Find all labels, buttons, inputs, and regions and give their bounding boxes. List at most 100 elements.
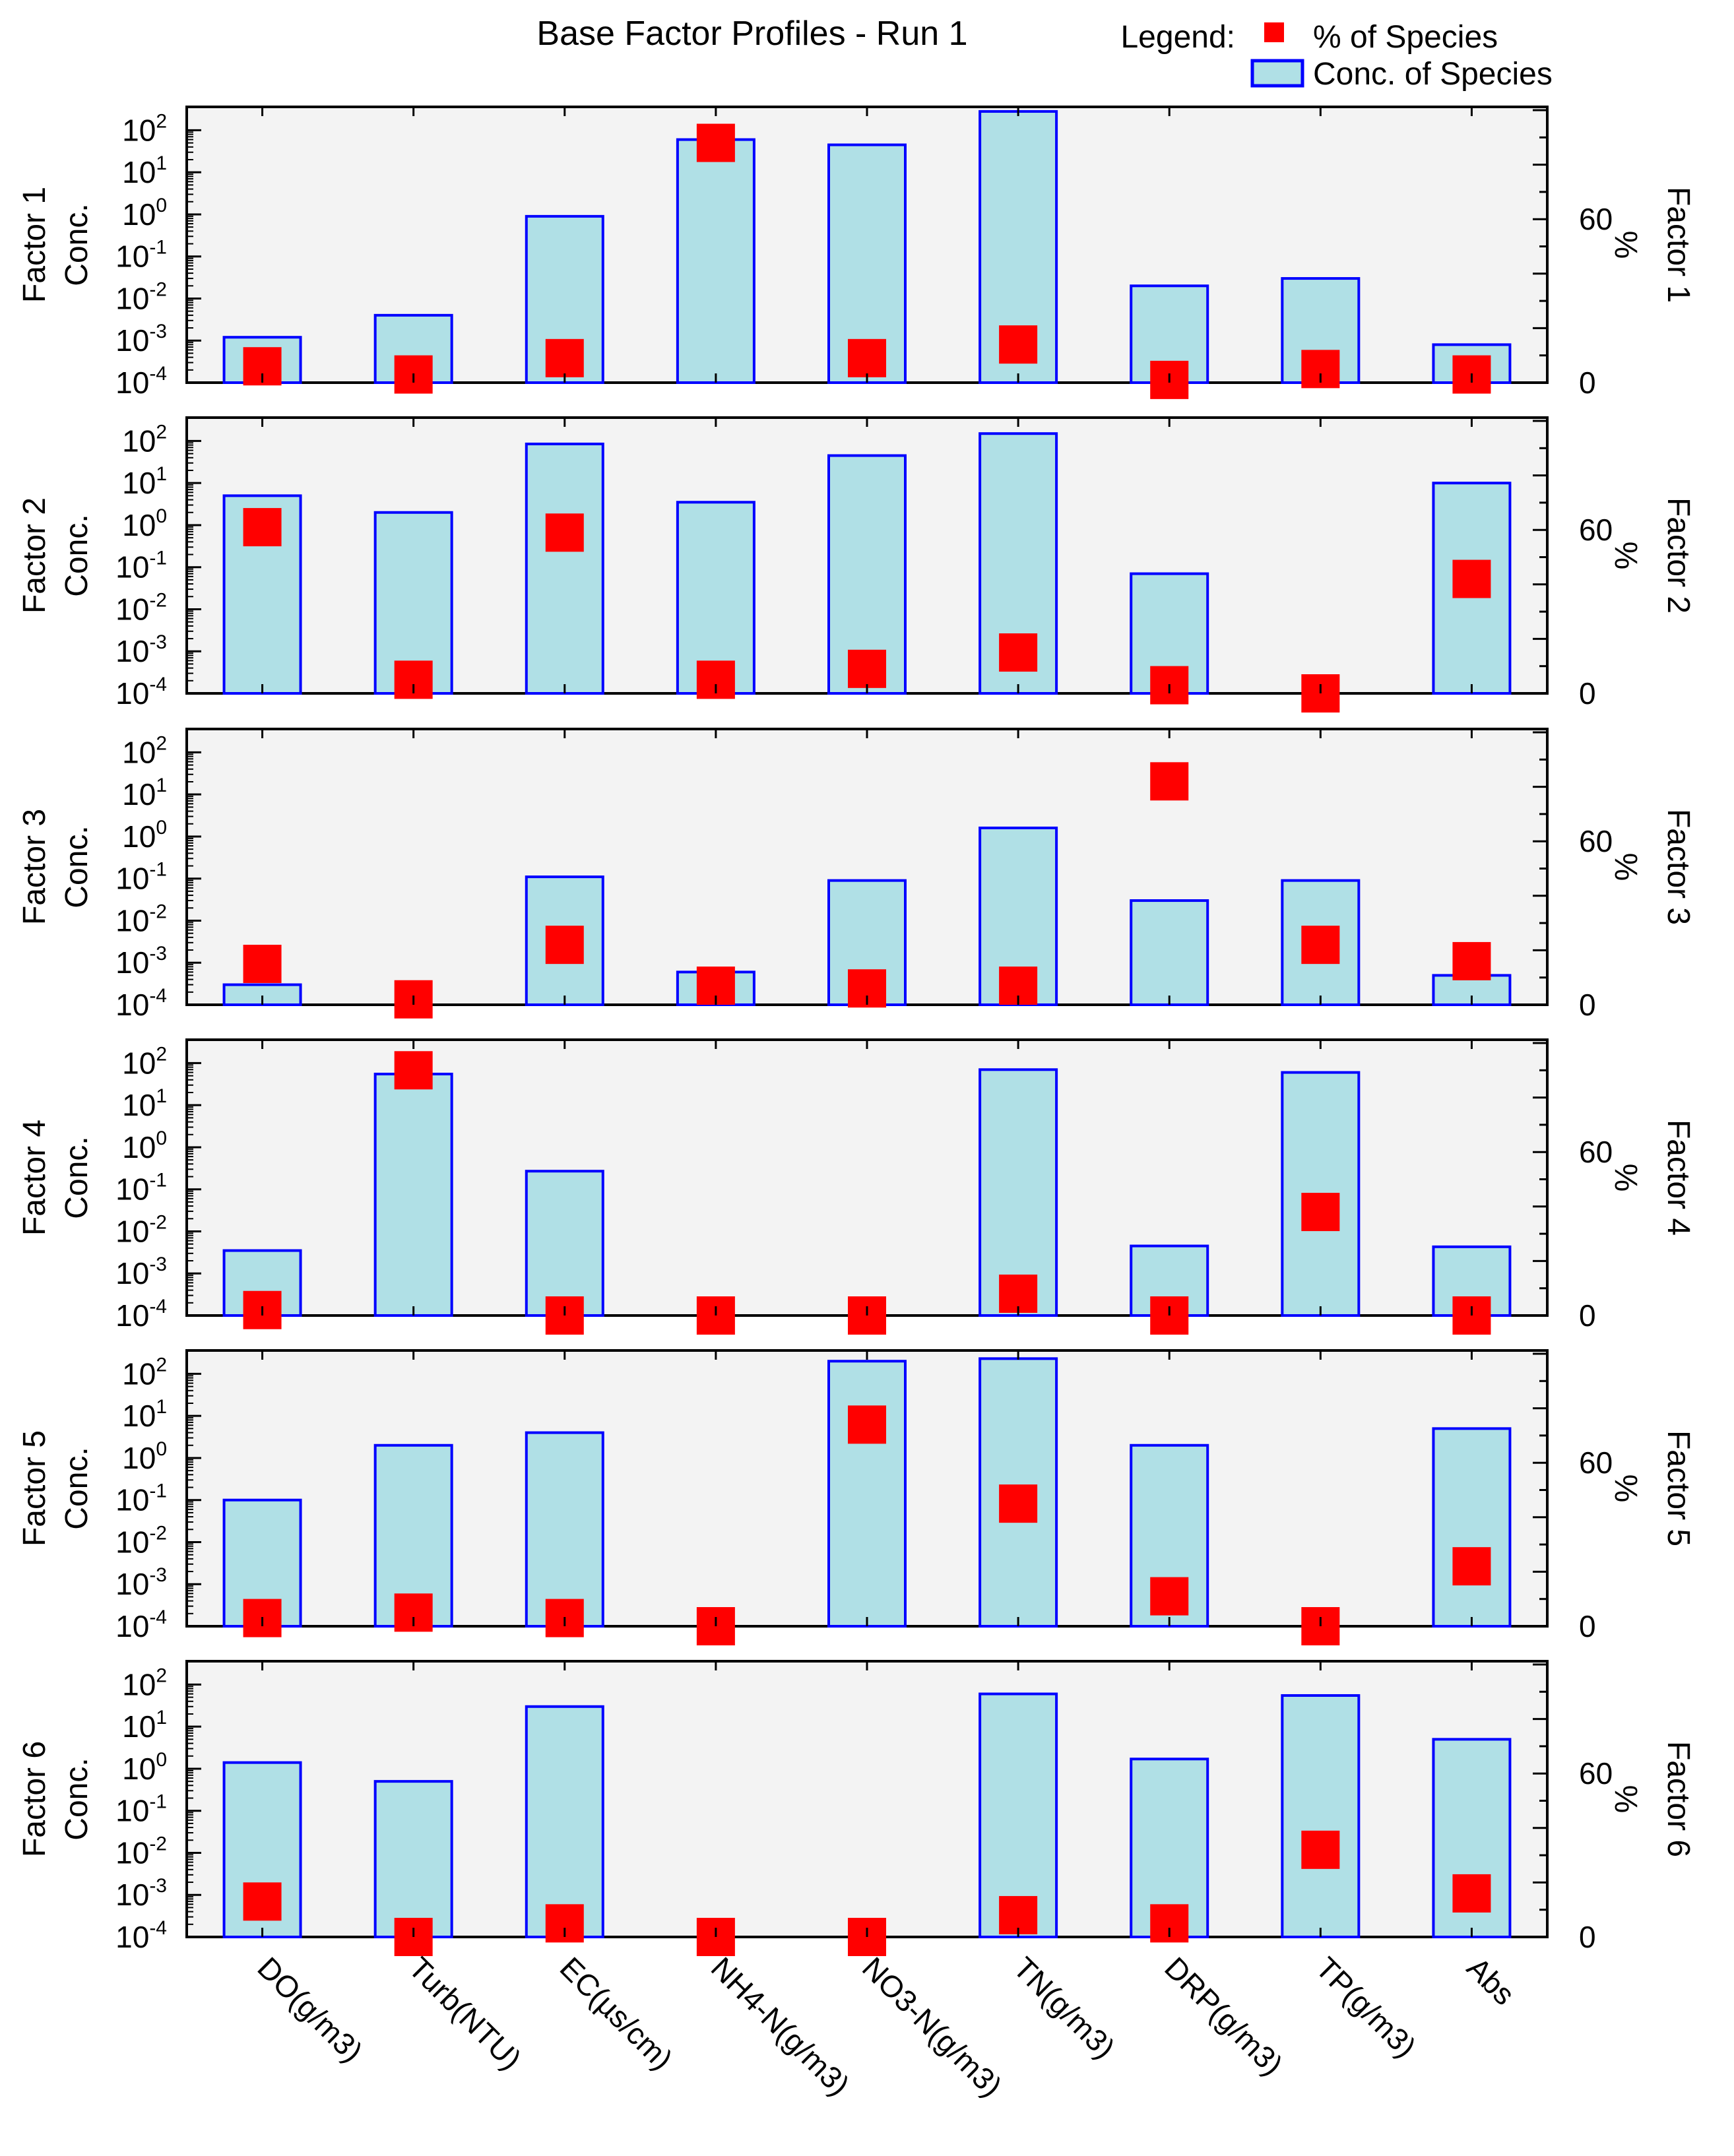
left-tick-label: 100 xyxy=(122,505,167,542)
conc-bar xyxy=(676,138,755,384)
percent-marker xyxy=(243,508,282,547)
left-tick-label: 10-4 xyxy=(115,985,167,1022)
conc-bar xyxy=(1432,1427,1512,1628)
left-tick-label: 10-2 xyxy=(115,589,167,626)
percent-marker xyxy=(1301,1830,1340,1869)
category-label: DRP(g/m3) xyxy=(1158,1950,1289,2081)
factor-label-left: Factor 5 xyxy=(17,1430,52,1546)
left-tick-label: 100 xyxy=(122,1749,167,1786)
conc-bar xyxy=(525,1431,604,1628)
right-tick-label: 60 xyxy=(1579,1445,1613,1480)
left-tick-label: 10-4 xyxy=(115,363,167,400)
conc-bar xyxy=(373,1780,453,1939)
right-tick-label: 0 xyxy=(1579,1920,1596,1954)
category-labels: DO(g/m3) Turb(NTU) EC(µs/cm) NH4-N(g/m3)NO3… xyxy=(251,1950,1522,2103)
conc-bar xyxy=(525,1170,604,1317)
right-tick-label: 0 xyxy=(1579,365,1596,400)
category-label: NH4-N(g/m3) xyxy=(705,1950,856,2102)
conc-bar xyxy=(1281,1694,1361,1938)
percent-marker xyxy=(848,649,886,688)
left-tick-label: 10-2 xyxy=(115,1833,167,1870)
factor-label-right: Factor 5 xyxy=(1661,1430,1696,1546)
percent-axis-label: % xyxy=(1608,853,1643,881)
left-tick-label: 10-3 xyxy=(115,1253,167,1290)
legend-conc-marker xyxy=(1250,59,1304,88)
percent-marker xyxy=(1150,762,1189,801)
category-label: EC(µs/cm) xyxy=(554,1950,680,2076)
left-tick-label: 10-4 xyxy=(115,1606,167,1643)
chart-title: Base Factor Profiles - Run 1 xyxy=(536,15,967,53)
percent-marker xyxy=(545,513,584,552)
left-tick-label: 10-2 xyxy=(115,1211,167,1248)
conc-bar xyxy=(827,1360,907,1628)
percent-marker xyxy=(848,1405,886,1444)
category-label: TP(g/m3) xyxy=(1309,1950,1423,2064)
left-tick-label: 102 xyxy=(122,421,167,458)
left-tick-label: 101 xyxy=(122,1085,167,1122)
left-tick-label: 10-3 xyxy=(115,321,167,358)
percent-marker xyxy=(999,325,1038,364)
percent-marker xyxy=(999,633,1038,672)
legend-label: Legend: xyxy=(1120,20,1235,55)
right-tick-label: 60 xyxy=(1579,513,1613,547)
right-tick-label: 60 xyxy=(1579,1756,1613,1791)
left-tick-label: 10-4 xyxy=(115,674,167,711)
left-tick-label: 10-3 xyxy=(115,1564,167,1601)
factor-label-right: Factor 2 xyxy=(1661,497,1696,614)
factor-label-left: Factor 3 xyxy=(17,809,52,925)
left-tick-label: 100 xyxy=(122,1127,167,1164)
percent-marker xyxy=(545,926,584,965)
left-tick-label: 101 xyxy=(122,463,167,500)
left-tick-label: 102 xyxy=(122,110,167,147)
left-tick-label: 101 xyxy=(122,1707,167,1744)
conc-axis-label: Conc. xyxy=(59,203,94,286)
percent-marker xyxy=(848,338,886,377)
category-label: Turb(NTU) xyxy=(402,1950,529,2076)
category-label: NO3-N(g/m3) xyxy=(856,1950,1009,2103)
percent-marker xyxy=(243,945,282,984)
right-tick-label: 60 xyxy=(1579,824,1613,858)
conc-bar xyxy=(373,1072,453,1317)
left-tick-label: 10-1 xyxy=(115,1480,167,1517)
legend: Legend: % of Species Conc. of Species xyxy=(1120,20,1552,92)
left-tick-label: 10-2 xyxy=(115,901,167,937)
conc-axis-label: Conc. xyxy=(59,825,94,908)
conc-bar xyxy=(525,1705,604,1939)
legend-conc-label: Conc. of Species xyxy=(1313,57,1553,92)
conc-axis-label: Conc. xyxy=(59,514,94,596)
left-tick-label: 100 xyxy=(122,195,167,232)
conc-axis-label: Conc. xyxy=(59,1758,94,1840)
left-tick-label: 102 xyxy=(122,1665,167,1701)
category-label: TN(g/m3) xyxy=(1007,1950,1122,2065)
left-tick-label: 10-2 xyxy=(115,1522,167,1559)
left-tick-label: 10-1 xyxy=(115,859,167,896)
factor-label-left: Factor 6 xyxy=(17,1741,52,1857)
left-tick-label: 10-1 xyxy=(115,548,167,585)
percent-axis-label: % xyxy=(1608,542,1643,570)
left-tick-label: 100 xyxy=(122,1438,167,1475)
left-tick-label: 10-4 xyxy=(115,1296,167,1333)
factor-label-left: Factor 4 xyxy=(17,1120,52,1236)
factor-panels: 10-4 10-3 10-2 10-1 100 101 102 0 60 Factor 1 Conc… xyxy=(17,106,1696,1956)
percent-marker xyxy=(243,1882,282,1921)
category-label: Abs xyxy=(1460,1950,1522,2012)
left-tick-label: 10-2 xyxy=(115,278,167,315)
percent-marker xyxy=(1452,1874,1491,1913)
left-tick-label: 10-4 xyxy=(115,1917,167,1954)
percent-marker xyxy=(1452,1547,1491,1586)
right-tick-label: 0 xyxy=(1579,988,1596,1022)
percent-marker xyxy=(1301,926,1340,965)
left-tick-label: 101 xyxy=(122,152,167,189)
percent-marker xyxy=(394,1051,433,1090)
left-tick-label: 100 xyxy=(122,817,167,854)
factor-label-right: Factor 1 xyxy=(1661,187,1696,303)
left-tick-label: 102 xyxy=(122,732,167,769)
legend-percent-marker xyxy=(1264,22,1284,42)
right-tick-label: 0 xyxy=(1579,676,1596,711)
